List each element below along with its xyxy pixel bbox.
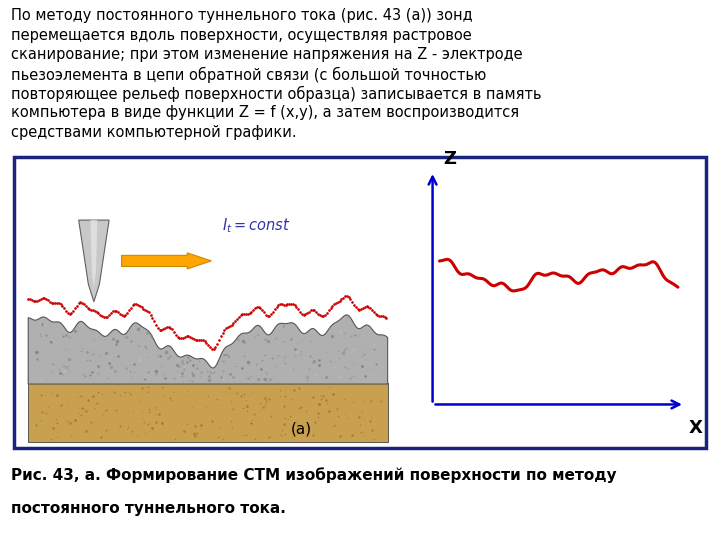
Polygon shape [91, 220, 97, 287]
Text: перемещается вдоль поверхности, осуществляя растровое: перемещается вдоль поверхности, осуществ… [11, 28, 472, 43]
Text: постоянного туннельного тока.: постоянного туннельного тока. [11, 501, 286, 516]
Text: повторяющее рельеф поверхности образца) записывается в память: повторяющее рельеф поверхности образца) … [11, 86, 541, 102]
Text: сканирование; при этом изменение напряжения на Z - электроде: сканирование; при этом изменение напряже… [11, 47, 523, 62]
Text: (а): (а) [291, 422, 312, 436]
Text: компьютера в виде функции Z = f (x,y), а затем воспроизводится: компьютера в виде функции Z = f (x,y), а… [11, 105, 519, 120]
Text: средствами компьютерной графики.: средствами компьютерной графики. [11, 125, 297, 140]
Polygon shape [78, 220, 109, 302]
Text: пьезоэлемента в цепи обратной связи (с большой точностью: пьезоэлемента в цепи обратной связи (с б… [11, 66, 486, 83]
Polygon shape [28, 382, 387, 442]
Polygon shape [28, 315, 387, 384]
Text: Рис. 43, а. Формирование СТМ изображений поверхности по методу: Рис. 43, а. Формирование СТМ изображений… [11, 467, 616, 483]
Text: $I_t = const$: $I_t = const$ [222, 217, 291, 235]
Text: X: X [688, 419, 702, 437]
Text: По методу постоянного туннельного тока (рис. 43 (а)) зонд: По методу постоянного туннельного тока (… [11, 8, 472, 23]
Text: Z: Z [443, 150, 456, 168]
FancyArrow shape [122, 253, 212, 269]
